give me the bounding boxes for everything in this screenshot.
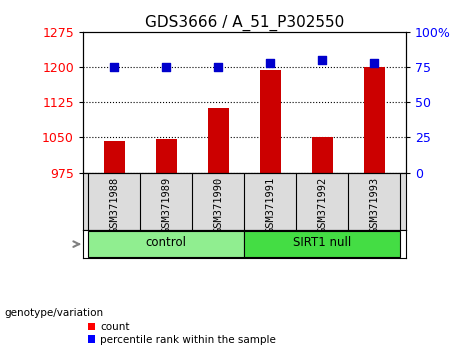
Bar xyxy=(104,141,124,173)
Text: GSM371991: GSM371991 xyxy=(266,177,275,233)
Bar xyxy=(208,108,229,173)
Point xyxy=(319,57,326,63)
Text: GSM371990: GSM371990 xyxy=(213,177,223,233)
Point xyxy=(111,64,118,70)
Text: GSM371989: GSM371989 xyxy=(161,177,171,233)
Bar xyxy=(260,70,281,173)
Bar xyxy=(364,67,385,173)
Bar xyxy=(244,231,401,257)
Title: GDS3666 / A_51_P302550: GDS3666 / A_51_P302550 xyxy=(145,14,344,30)
Bar xyxy=(156,139,177,173)
Point xyxy=(371,60,378,65)
Bar xyxy=(312,137,333,173)
Point xyxy=(163,64,170,70)
Bar xyxy=(88,231,244,257)
Text: GSM371993: GSM371993 xyxy=(369,177,379,233)
Text: control: control xyxy=(146,236,187,249)
Point xyxy=(266,60,274,65)
Text: GSM371992: GSM371992 xyxy=(318,177,327,233)
Text: genotype/variation: genotype/variation xyxy=(5,308,104,318)
Text: SIRT1 null: SIRT1 null xyxy=(293,236,352,249)
Point xyxy=(215,64,222,70)
Text: GSM371988: GSM371988 xyxy=(109,177,119,233)
Legend: count, percentile rank within the sample: count, percentile rank within the sample xyxy=(83,318,280,349)
